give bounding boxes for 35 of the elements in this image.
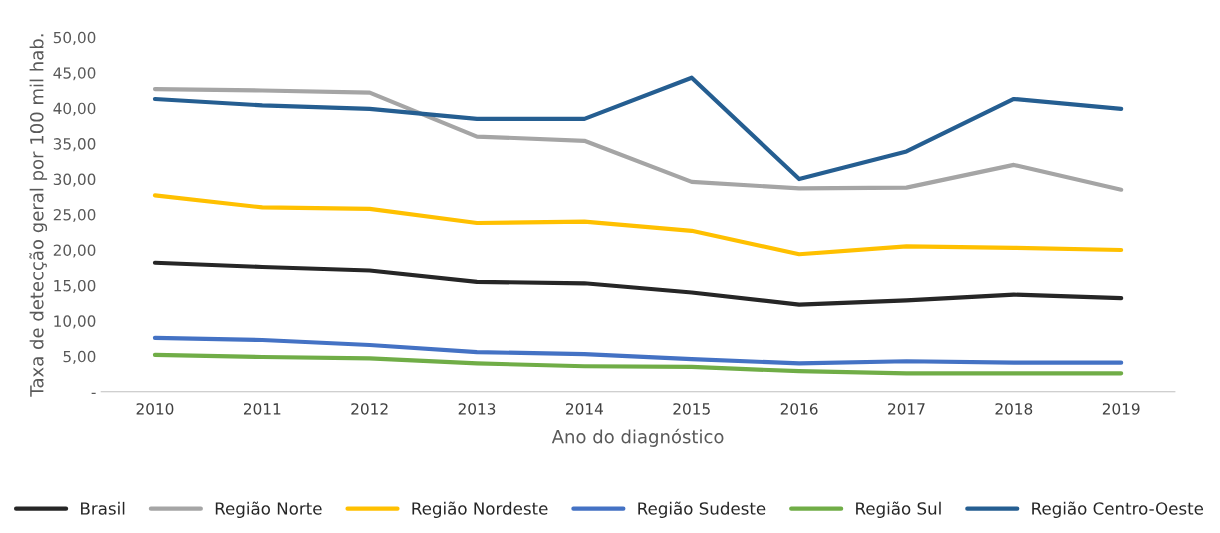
y-tick-label: - (91, 392, 96, 394)
x-tick-label: 2012 (351, 403, 388, 415)
y-tick-label: 10,00 (54, 315, 96, 329)
x-tick-label: 2011 (243, 403, 281, 415)
legend-label: Região Sul (856, 501, 941, 518)
y-tick-label: 40,00 (53, 102, 96, 116)
y-tick-label: 35,00 (53, 138, 96, 152)
y-tick-label: 20,00 (53, 244, 96, 258)
y-tick-label: 30,00 (53, 173, 96, 187)
legend-label: Região Nordeste (412, 501, 548, 518)
legend-label: Brasil (81, 501, 125, 515)
y-tick-label: 25,00 (53, 209, 96, 223)
x-tick-label: 2010 (136, 403, 174, 415)
x-tick-label: 2015 (673, 403, 710, 415)
x-tick-label: 2016 (780, 403, 818, 415)
line-series (152, 260, 1124, 307)
x-tick-label: 2018 (995, 403, 1033, 415)
x-tick-label: 2019 (1102, 403, 1140, 415)
y-axis-title: Taxa de detecção geral por 100 mil hab. (29, 34, 48, 397)
y-tick-label: 45,00 (53, 67, 96, 81)
line-series (152, 352, 1124, 376)
x-tick-label: 2017 (888, 403, 925, 415)
line-series (152, 86, 1124, 192)
legend-label: Região Sudeste (638, 501, 766, 518)
line-series (152, 75, 1124, 182)
legend-label: Região Norte (215, 501, 322, 518)
x-tick-label: 2013 (458, 403, 496, 415)
x-tick-label: 2014 (566, 403, 603, 415)
x-axis-title: Ano do diagnóstico (551, 428, 724, 447)
y-tick-label: 5,00 (63, 350, 96, 364)
line-series (152, 335, 1124, 366)
line-series (152, 193, 1124, 257)
legend-label: Região Centro-Oeste (1032, 501, 1204, 518)
y-tick-label: 15,00 (54, 279, 96, 293)
y-tick-label: 50,00 (53, 31, 96, 45)
